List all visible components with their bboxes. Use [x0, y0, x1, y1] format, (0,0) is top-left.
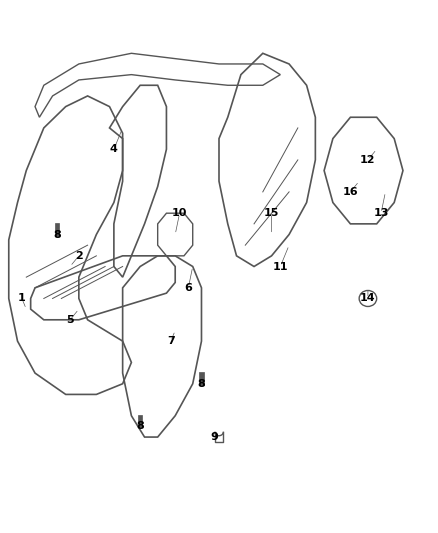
Text: 12: 12 — [360, 155, 376, 165]
Text: 14: 14 — [360, 294, 376, 303]
Text: 10: 10 — [172, 208, 187, 218]
Text: 15: 15 — [264, 208, 279, 218]
Text: 2: 2 — [75, 251, 83, 261]
Text: 1: 1 — [18, 294, 26, 303]
Text: 8: 8 — [53, 230, 61, 239]
Text: 11: 11 — [272, 262, 288, 271]
Text: 6: 6 — [184, 283, 192, 293]
Text: 13: 13 — [373, 208, 389, 218]
Text: 9: 9 — [211, 432, 219, 442]
Text: 4: 4 — [110, 144, 118, 154]
Text: 5: 5 — [66, 315, 74, 325]
Text: 7: 7 — [167, 336, 175, 346]
Text: 8: 8 — [198, 379, 205, 389]
Bar — [199, 372, 204, 385]
Text: 8: 8 — [136, 422, 144, 431]
Text: 16: 16 — [343, 187, 358, 197]
Bar — [55, 223, 59, 236]
Bar — [138, 415, 142, 427]
